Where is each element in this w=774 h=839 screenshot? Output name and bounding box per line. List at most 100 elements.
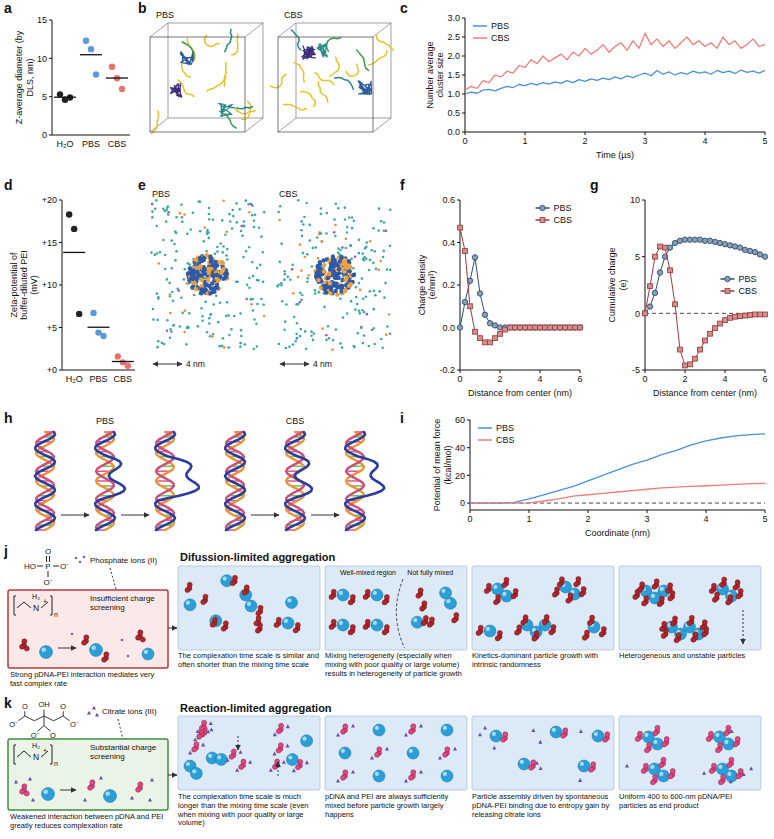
x-tick	[465, 132, 466, 135]
pei-bead	[192, 747, 197, 752]
sphere-highlight	[486, 627, 490, 631]
ion	[184, 268, 187, 271]
pei-atom	[351, 273, 355, 277]
ion	[369, 259, 372, 262]
pei-atom	[208, 255, 212, 259]
ion	[207, 237, 210, 240]
chem-atom: P	[45, 562, 50, 571]
ion	[312, 339, 315, 342]
ion	[192, 212, 195, 215]
data-point	[557, 325, 562, 330]
bond	[53, 566, 59, 567]
legend-swatch	[478, 439, 492, 441]
sphere-highlight	[520, 760, 524, 764]
box-edge	[278, 37, 373, 132]
box-edge	[278, 118, 296, 132]
ion	[243, 220, 246, 223]
ion	[217, 321, 220, 324]
arrow	[743, 610, 744, 644]
data-point	[513, 325, 518, 330]
ion	[382, 250, 385, 253]
pei-bead	[726, 600, 731, 605]
ion	[365, 257, 368, 260]
pei-atom	[206, 278, 210, 282]
citrate-ion	[478, 732, 482, 736]
caption: Mixing heterogeneity (especially whenmix…	[325, 651, 462, 678]
ion	[262, 281, 265, 284]
ion	[240, 225, 243, 228]
data-point	[727, 243, 732, 248]
pei-bead	[574, 582, 579, 587]
caption: The complexation time scale is similar a…	[178, 651, 319, 669]
panel-bg	[178, 566, 320, 650]
y-tick	[462, 18, 465, 19]
caption: Heterogeneous and unstable particles	[619, 651, 746, 660]
ion	[342, 275, 345, 278]
ion	[292, 292, 295, 295]
pei-bead	[727, 763, 732, 768]
md-box: PBS	[150, 10, 263, 134]
polymer-cluster	[171, 84, 182, 98]
arrow	[168, 775, 177, 776]
ion	[283, 278, 286, 281]
pei-bead	[719, 582, 724, 587]
pdna-sphere	[440, 587, 452, 599]
sphere-highlight	[208, 754, 212, 758]
caption: Strong pDNA-PEI interaction mediates ver…	[10, 670, 154, 688]
y-tick	[642, 200, 645, 201]
pei-bead	[579, 592, 584, 597]
ion	[331, 349, 334, 352]
ion	[303, 256, 306, 259]
pdna-sphere	[501, 590, 513, 602]
sphere-highlight	[375, 772, 379, 776]
ion	[278, 219, 281, 222]
region-label: Well-mixed region	[340, 569, 396, 577]
ion	[294, 340, 297, 343]
data-point	[578, 325, 583, 330]
ion	[222, 245, 225, 248]
pei-bead	[724, 731, 729, 736]
ion	[225, 230, 228, 233]
pei-bead	[242, 590, 247, 595]
pei-bead	[652, 584, 657, 589]
y-tick	[49, 58, 52, 59]
pei-bead	[661, 633, 666, 638]
ion	[306, 253, 309, 256]
ion	[348, 216, 351, 219]
box-heading-line: screening	[90, 603, 125, 612]
data-group	[457, 225, 582, 345]
ion	[378, 229, 381, 232]
axis-title-line: cluster size	[435, 52, 445, 97]
caption: Particle assembly driven by spontaneousp…	[472, 792, 609, 819]
ion	[323, 306, 326, 309]
ion	[328, 337, 331, 340]
ion	[351, 216, 354, 219]
pei-bead	[689, 615, 694, 620]
pdna-sphere	[539, 619, 551, 631]
ion	[250, 203, 253, 206]
pei-atom	[215, 273, 219, 277]
legend: PBSCBS	[478, 423, 515, 445]
caption: Weakened interaction between pDNA and PE…	[10, 812, 163, 830]
pei-bead	[295, 622, 300, 627]
y-tick	[467, 503, 470, 504]
citrate-ion	[535, 761, 539, 765]
ion	[152, 318, 155, 321]
citrate-ion	[282, 760, 286, 764]
x-tick	[706, 510, 707, 513]
x-tick	[765, 510, 766, 513]
box-heading-line: Insufficient charge	[90, 594, 155, 603]
data-point	[477, 291, 482, 296]
x-tick	[529, 510, 530, 513]
pei-atom	[339, 255, 343, 259]
molecule	[301, 92, 316, 107]
x-tick	[725, 370, 726, 373]
bracket	[50, 745, 52, 764]
box-edge	[150, 37, 245, 132]
ion	[304, 330, 307, 333]
ion	[365, 296, 368, 299]
data-point	[498, 331, 503, 336]
x-tick-label: 4	[702, 136, 707, 146]
bond	[63, 711, 64, 716]
pei-atom	[327, 272, 331, 276]
